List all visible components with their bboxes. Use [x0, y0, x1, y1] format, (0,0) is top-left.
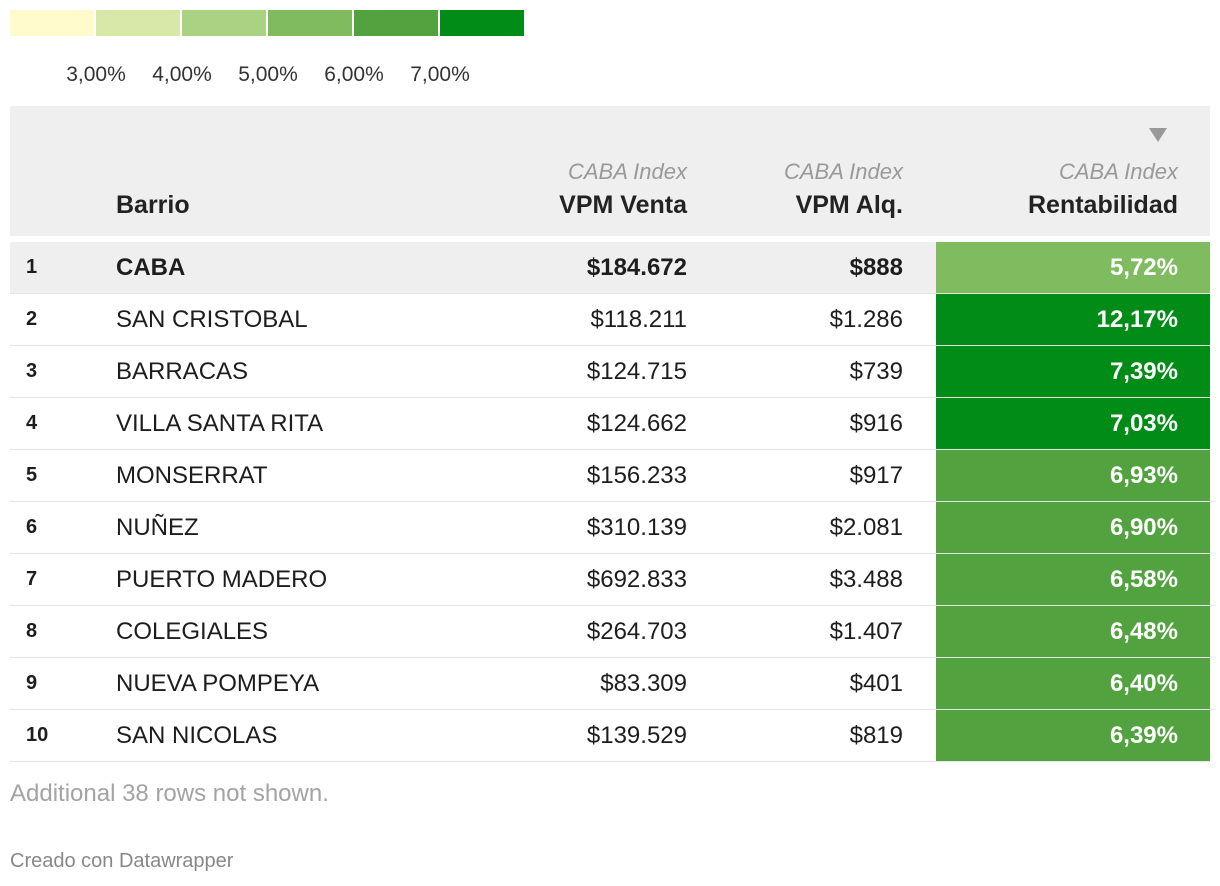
table-row: 3 BARRACAS $124.715 $739 7,39% — [10, 346, 1210, 398]
row-rank: 10 — [26, 724, 49, 746]
sort-descending-icon[interactable] — [1149, 128, 1167, 142]
legend-swatch — [354, 10, 438, 36]
row-vpm-venta: $124.662 — [586, 410, 687, 437]
table-row: 6 NUÑEZ $310.139 $2.081 6,90% — [10, 502, 1210, 554]
row-vpm-venta: $83.309 — [600, 670, 687, 697]
row-vpm-venta: $156.233 — [586, 462, 687, 489]
row-vpm-venta: $139.529 — [586, 722, 687, 749]
row-barrio: PUERTO MADERO — [116, 566, 328, 593]
row-vpm-alq: $739 — [849, 358, 903, 385]
row-vpm-alq: $2.081 — [829, 514, 903, 541]
row-vpm-venta: $264.703 — [586, 618, 687, 645]
row-vpm-venta: $184.672 — [586, 254, 687, 281]
legend-tick-label: 4,00% — [152, 63, 212, 86]
legend-swatch — [440, 10, 524, 36]
column-header-vpm-venta-sub: CABA Index — [567, 159, 687, 184]
legend-swatch — [268, 10, 352, 36]
row-rentabilidad: 6,48% — [936, 606, 1210, 657]
column-header-barrio-label: Barrio — [116, 191, 190, 219]
row-rentabilidad: 6,39% — [936, 710, 1210, 761]
row-rank: 7 — [26, 568, 38, 590]
row-vpm-alq: $401 — [849, 670, 903, 697]
row-barrio: COLEGIALES — [116, 618, 269, 645]
table-row: 10 SAN NICOLAS $139.529 $819 6,39% — [10, 710, 1210, 762]
row-vpm-venta: $310.139 — [586, 514, 687, 541]
row-rank: 5 — [26, 464, 38, 486]
row-barrio: SAN CRISTOBAL — [116, 306, 308, 333]
column-header-rentabilidad-sub: CABA Index — [1058, 159, 1178, 184]
row-vpm-venta: $692.833 — [586, 566, 687, 593]
column-header-vpm-venta[interactable]: CABA Index VPM Venta — [559, 159, 687, 220]
row-rentabilidad: 6,90% — [936, 502, 1210, 553]
row-vpm-alq: $1.286 — [829, 306, 903, 333]
legend-swatch — [96, 10, 180, 36]
table-row: 1 CABA $184.672 $888 5,72% — [10, 242, 1210, 294]
row-barrio: SAN NICOLAS — [116, 722, 278, 749]
row-rentabilidad: 6,58% — [936, 554, 1210, 605]
table-header: Barrio CABA Index VPM Venta CABA Index V… — [10, 106, 1210, 242]
column-header-vpm-venta-label: VPM Venta — [559, 191, 687, 219]
table-row: 2 SAN CRISTOBAL $118.211 $1.286 12,17% — [10, 294, 1210, 346]
row-rank: 9 — [26, 672, 38, 694]
row-rentabilidad: 6,93% — [936, 450, 1210, 501]
table-body: 1 CABA $184.672 $888 5,72% 2 SAN CRISTOBAL $118… — [10, 242, 1210, 762]
table-row: 9 NUEVA POMPEYA $83.309 $401 6,40% — [10, 658, 1210, 710]
row-vpm-venta: $118.211 — [590, 306, 687, 333]
column-header-vpm-alq[interactable]: CABA Index VPM Alq. — [784, 159, 903, 220]
legend-swatch — [10, 10, 94, 36]
column-header-rentabilidad[interactable]: CABA Index Rentabilidad — [1028, 159, 1178, 220]
row-rentabilidad: 6,40% — [936, 658, 1210, 709]
legend-tick-label: 5,00% — [238, 63, 298, 86]
row-rentabilidad: 7,03% — [936, 398, 1210, 449]
row-rentabilidad: 7,39% — [936, 346, 1210, 397]
rows-not-shown-note: Additional 38 rows not shown. — [10, 780, 329, 807]
color-legend: 3,00% 4,00% 5,00% 6,00% 7,00% — [10, 10, 526, 86]
row-rentabilidad: 12,17% — [936, 294, 1210, 345]
row-rank: 8 — [26, 620, 38, 642]
table-row: 8 COLEGIALES $264.703 $1.407 6,48% — [10, 606, 1210, 658]
row-barrio: BARRACAS — [116, 358, 249, 385]
row-barrio: CABA — [116, 254, 186, 281]
row-rank: 3 — [26, 360, 38, 382]
table-row: 4 VILLA SANTA RITA $124.662 $916 7,03% — [10, 398, 1210, 450]
row-vpm-alq: $917 — [849, 462, 903, 489]
column-header-barrio[interactable]: Barrio — [116, 191, 190, 220]
legend-tick-label: 7,00% — [410, 63, 470, 86]
legend-swatch — [182, 10, 266, 36]
row-rank: 6 — [26, 516, 38, 538]
row-vpm-venta: $124.715 — [586, 358, 687, 385]
row-vpm-alq: $916 — [849, 410, 903, 437]
row-barrio: MONSERRAT — [116, 462, 268, 489]
row-vpm-alq: $888 — [849, 254, 903, 281]
row-vpm-alq: $819 — [849, 722, 903, 749]
column-header-vpm-alq-sub: CABA Index — [783, 159, 903, 184]
row-rank: 4 — [26, 412, 38, 434]
row-rank: 1 — [26, 256, 38, 278]
row-barrio: NUEVA POMPEYA — [116, 670, 320, 697]
column-header-rentabilidad-label: Rentabilidad — [1027, 191, 1178, 219]
column-header-vpm-alq-label: VPM Alq. — [795, 191, 903, 219]
row-vpm-alq: $1.407 — [829, 618, 903, 645]
data-table: Barrio CABA Index VPM Venta CABA Index V… — [10, 106, 1210, 762]
legend-tick-label: 3,00% — [66, 63, 126, 86]
row-barrio: VILLA SANTA RITA — [116, 410, 324, 437]
row-barrio: NUÑEZ — [116, 514, 199, 541]
table-row: 7 PUERTO MADERO $692.833 $3.488 6,58% — [10, 554, 1210, 606]
datawrapper-credit: Creado con Datawrapper — [10, 850, 234, 872]
table-row: 5 MONSERRAT $156.233 $917 6,93% — [10, 450, 1210, 502]
legend-swatches — [10, 10, 526, 36]
row-rentabilidad: 5,72% — [936, 242, 1210, 293]
row-vpm-alq: $3.488 — [829, 566, 903, 593]
row-rank: 2 — [26, 308, 38, 330]
legend-tick-label: 6,00% — [324, 63, 384, 86]
legend-ticks: 3,00% 4,00% 5,00% 6,00% 7,00% — [10, 36, 526, 86]
